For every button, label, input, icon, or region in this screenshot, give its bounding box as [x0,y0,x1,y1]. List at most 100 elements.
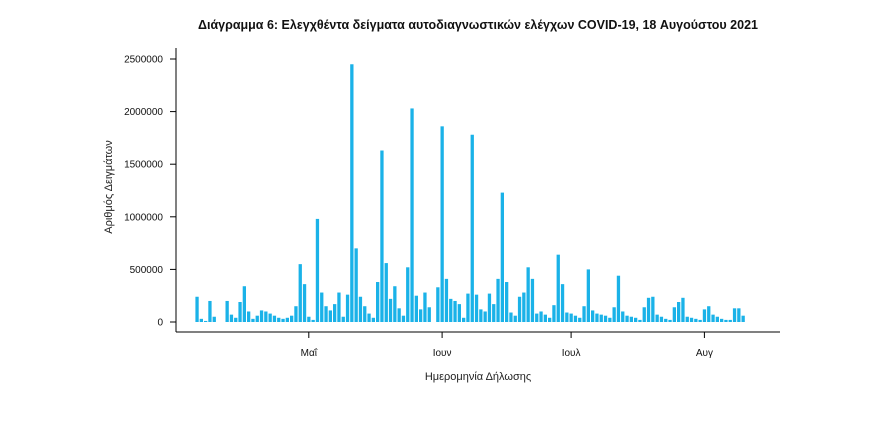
y-tick-label: 1500000 [124,160,163,171]
bar [264,311,268,322]
bar [251,318,255,322]
bar [302,284,307,322]
bar [354,248,358,322]
bar [341,316,345,322]
bar [655,314,659,322]
bar [595,313,599,322]
bar [324,306,328,322]
bar [238,302,242,322]
bar [569,313,573,322]
bar [565,312,569,322]
bar [621,311,625,322]
bar [711,314,715,322]
bar [311,319,315,322]
bar [247,311,251,322]
bar [367,313,371,322]
bar [414,295,418,322]
bar [681,297,685,322]
bar [204,320,208,322]
bar [668,319,672,322]
bar [436,287,440,322]
x-ticks-group: Μαΐ Ιουν Ιουλ Αυγ [301,332,713,359]
bar [651,296,655,322]
y-axis-title: Αριθμός Δειγμάτων [103,140,115,234]
bar [199,318,203,322]
bar [423,292,427,322]
bar [724,319,728,322]
bar [272,315,277,322]
bar [419,309,423,322]
bar [225,300,229,322]
bar [483,311,487,322]
bar [229,314,234,322]
bar [444,278,449,322]
bar [526,267,530,322]
bar [732,308,737,322]
bar [328,310,332,322]
bar [548,317,552,322]
bar [474,294,479,322]
x-tick-label: Ιουν [433,348,452,359]
y-ticks-group: 0 500000 1000000 1500000 2000000 2500000 [124,55,176,329]
x-axis-title: Ημερομηνία Δήλωσης [425,371,531,383]
bar [315,218,320,322]
bar [728,319,732,322]
bar [694,318,698,322]
bar [363,306,367,322]
bar [552,305,556,322]
bar [410,108,414,322]
bar [702,309,707,322]
bar [689,317,694,322]
bar [371,317,375,322]
bar [685,316,689,322]
bar [358,296,363,322]
bar [530,278,535,322]
bar [195,296,199,322]
bar [522,292,526,322]
bar [672,307,676,322]
bar [462,317,466,322]
bar [616,275,621,322]
bar [741,315,745,322]
bar [539,311,543,322]
bar [466,293,470,322]
bar [242,286,246,322]
bars-group [195,64,745,322]
bar [560,284,565,322]
bar [659,316,664,322]
bar [345,294,350,322]
bar [642,307,646,322]
bar [208,300,212,322]
bar [234,317,238,322]
bar [582,306,586,322]
bar [290,315,294,322]
bar [707,306,711,322]
bar [677,302,681,322]
y-tick-label: 2000000 [124,107,163,118]
bar [350,64,354,322]
bar [634,317,638,322]
bar [646,297,651,322]
bar [376,282,380,322]
bar [505,282,509,322]
bar [294,306,298,322]
bar [255,315,259,322]
bar [333,304,337,322]
bar [603,315,608,322]
y-tick-label: 0 [157,318,163,329]
bar [440,126,444,322]
bar [479,309,483,322]
bar [337,292,341,322]
bar [496,278,500,322]
bar [625,315,629,322]
bar [268,313,272,322]
x-tick-label: Ιουλ [562,348,581,359]
bar [535,313,539,322]
bar [212,316,216,322]
bar [513,315,517,322]
bar [388,298,393,322]
bar [638,319,642,322]
bar [393,286,397,322]
bar [578,317,582,322]
